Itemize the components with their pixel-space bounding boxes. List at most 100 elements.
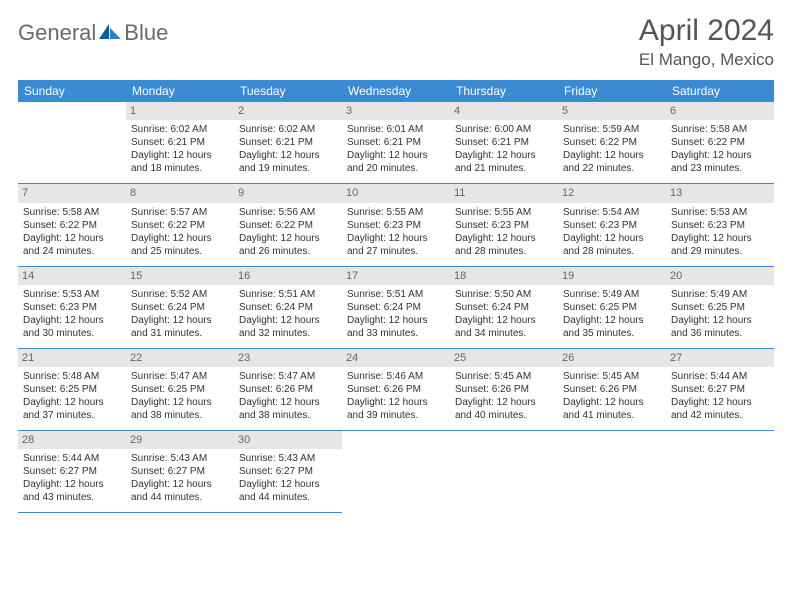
sunrise-line: Sunrise: 5:53 AM: [671, 206, 769, 219]
daylight-line: Daylight: 12 hours and 24 minutes.: [23, 232, 121, 258]
daylight-line: Daylight: 12 hours and 28 minutes.: [563, 232, 661, 258]
day-number: 20: [666, 267, 774, 285]
daylight-line: Daylight: 12 hours and 29 minutes.: [671, 232, 769, 258]
day-number: 28: [18, 431, 126, 449]
sunrise-line: Sunrise: 5:43 AM: [239, 452, 337, 465]
logo-text-blue: Blue: [124, 20, 168, 46]
sunset-line: Sunset: 6:23 PM: [671, 219, 769, 232]
daylight-line: Daylight: 12 hours and 22 minutes.: [563, 149, 661, 175]
sunrise-line: Sunrise: 5:43 AM: [131, 452, 229, 465]
sunrise-line: Sunrise: 5:44 AM: [671, 370, 769, 383]
sunrise-line: Sunrise: 5:49 AM: [563, 288, 661, 301]
logo: General Blue: [18, 14, 168, 46]
day-number: 22: [126, 349, 234, 367]
sunset-line: Sunset: 6:22 PM: [671, 136, 769, 149]
day-number: 3: [342, 102, 450, 120]
location: El Mango, Mexico: [639, 50, 774, 70]
daylight-line: Daylight: 12 hours and 44 minutes.: [131, 478, 229, 504]
weekday-header: Tuesday: [234, 80, 342, 102]
daylight-line: Daylight: 12 hours and 21 minutes.: [455, 149, 553, 175]
day-number: 12: [558, 184, 666, 202]
weekday-header: Wednesday: [342, 80, 450, 102]
day-number: 19: [558, 267, 666, 285]
daylight-line: Daylight: 12 hours and 44 minutes.: [239, 478, 337, 504]
sunrise-line: Sunrise: 5:56 AM: [239, 206, 337, 219]
calendar-cell: 12Sunrise: 5:54 AMSunset: 6:23 PMDayligh…: [558, 184, 666, 266]
day-number: 18: [450, 267, 558, 285]
day-number: 30: [234, 431, 342, 449]
day-number: 23: [234, 349, 342, 367]
calendar-cell: [666, 431, 774, 513]
day-number: 27: [666, 349, 774, 367]
sunrise-line: Sunrise: 5:52 AM: [131, 288, 229, 301]
calendar-cell: 8Sunrise: 5:57 AMSunset: 6:22 PMDaylight…: [126, 184, 234, 266]
daylight-line: Daylight: 12 hours and 43 minutes.: [23, 478, 121, 504]
day-number: 4: [450, 102, 558, 120]
sunset-line: Sunset: 6:21 PM: [347, 136, 445, 149]
sunrise-line: Sunrise: 5:47 AM: [239, 370, 337, 383]
calendar-cell: 6Sunrise: 5:58 AMSunset: 6:22 PMDaylight…: [666, 102, 774, 184]
day-number: 14: [18, 267, 126, 285]
calendar-cell: 16Sunrise: 5:51 AMSunset: 6:24 PMDayligh…: [234, 266, 342, 348]
calendar-cell: 17Sunrise: 5:51 AMSunset: 6:24 PMDayligh…: [342, 266, 450, 348]
calendar-cell: 11Sunrise: 5:55 AMSunset: 6:23 PMDayligh…: [450, 184, 558, 266]
sunrise-line: Sunrise: 5:55 AM: [455, 206, 553, 219]
sunset-line: Sunset: 6:27 PM: [671, 383, 769, 396]
calendar-cell: 25Sunrise: 5:45 AMSunset: 6:26 PMDayligh…: [450, 348, 558, 430]
sunrise-line: Sunrise: 6:02 AM: [131, 123, 229, 136]
daylight-line: Daylight: 12 hours and 20 minutes.: [347, 149, 445, 175]
sunrise-line: Sunrise: 5:55 AM: [347, 206, 445, 219]
weekday-header: Friday: [558, 80, 666, 102]
sunset-line: Sunset: 6:27 PM: [131, 465, 229, 478]
sunset-line: Sunset: 6:22 PM: [239, 219, 337, 232]
sunset-line: Sunset: 6:23 PM: [563, 219, 661, 232]
sunrise-line: Sunrise: 6:02 AM: [239, 123, 337, 136]
logo-text-general: General: [18, 20, 96, 46]
sunset-line: Sunset: 6:24 PM: [347, 301, 445, 314]
calendar-cell: 28Sunrise: 5:44 AMSunset: 6:27 PMDayligh…: [18, 431, 126, 513]
sunset-line: Sunset: 6:22 PM: [131, 219, 229, 232]
calendar-cell: 22Sunrise: 5:47 AMSunset: 6:25 PMDayligh…: [126, 348, 234, 430]
sunset-line: Sunset: 6:21 PM: [239, 136, 337, 149]
sunrise-line: Sunrise: 6:01 AM: [347, 123, 445, 136]
calendar-cell: 1Sunrise: 6:02 AMSunset: 6:21 PMDaylight…: [126, 102, 234, 184]
daylight-line: Daylight: 12 hours and 41 minutes.: [563, 396, 661, 422]
daylight-line: Daylight: 12 hours and 35 minutes.: [563, 314, 661, 340]
calendar-cell: [450, 431, 558, 513]
sunset-line: Sunset: 6:23 PM: [347, 219, 445, 232]
sunrise-line: Sunrise: 5:58 AM: [23, 206, 121, 219]
title-block: April 2024 El Mango, Mexico: [639, 14, 774, 70]
daylight-line: Daylight: 12 hours and 37 minutes.: [23, 396, 121, 422]
daylight-line: Daylight: 12 hours and 39 minutes.: [347, 396, 445, 422]
sunrise-line: Sunrise: 5:51 AM: [239, 288, 337, 301]
weekday-header: Sunday: [18, 80, 126, 102]
calendar-cell: 24Sunrise: 5:46 AMSunset: 6:26 PMDayligh…: [342, 348, 450, 430]
calendar-cell: 10Sunrise: 5:55 AMSunset: 6:23 PMDayligh…: [342, 184, 450, 266]
sunset-line: Sunset: 6:23 PM: [455, 219, 553, 232]
calendar-body: 1Sunrise: 6:02 AMSunset: 6:21 PMDaylight…: [18, 102, 774, 513]
day-number: 13: [666, 184, 774, 202]
calendar-cell: 23 Sunrise: 5:47 AMSunset: 6:26 PMDayligh…: [234, 348, 342, 430]
day-number: 10: [342, 184, 450, 202]
calendar-head: SundayMondayTuesdayWednesdayThursdayFrid…: [18, 80, 774, 102]
daylight-line: Daylight: 12 hours and 28 minutes.: [455, 232, 553, 258]
day-number: 25: [450, 349, 558, 367]
sunset-line: Sunset: 6:25 PM: [563, 301, 661, 314]
sunset-line: Sunset: 6:24 PM: [131, 301, 229, 314]
sunset-line: Sunset: 6:26 PM: [563, 383, 661, 396]
sunrise-line: Sunrise: 5:58 AM: [671, 123, 769, 136]
daylight-line: Daylight: 12 hours and 38 minutes.: [239, 396, 337, 422]
sunset-line: Sunset: 6:22 PM: [23, 219, 121, 232]
calendar-cell: 13 Sunrise: 5:53 AMSunset: 6:23 PMDayligh…: [666, 184, 774, 266]
calendar-cell: [18, 102, 126, 184]
calendar-cell: 29 Sunrise: 5:43 AMSunset: 6:27 PMDayligh…: [126, 431, 234, 513]
weekday-header: Thursday: [450, 80, 558, 102]
day-number: 29: [126, 431, 234, 449]
calendar-cell: 20Sunrise: 5:49 AMSunset: 6:25 PMDayligh…: [666, 266, 774, 348]
sunset-line: Sunset: 6:26 PM: [239, 383, 337, 396]
day-number: 26: [558, 349, 666, 367]
day-number: 5: [558, 102, 666, 120]
daylight-line: Daylight: 12 hours and 19 minutes.: [239, 149, 337, 175]
calendar-cell: 9Sunrise: 5:56 AMSunset: 6:22 PMDaylight…: [234, 184, 342, 266]
daylight-line: Daylight: 12 hours and 32 minutes.: [239, 314, 337, 340]
